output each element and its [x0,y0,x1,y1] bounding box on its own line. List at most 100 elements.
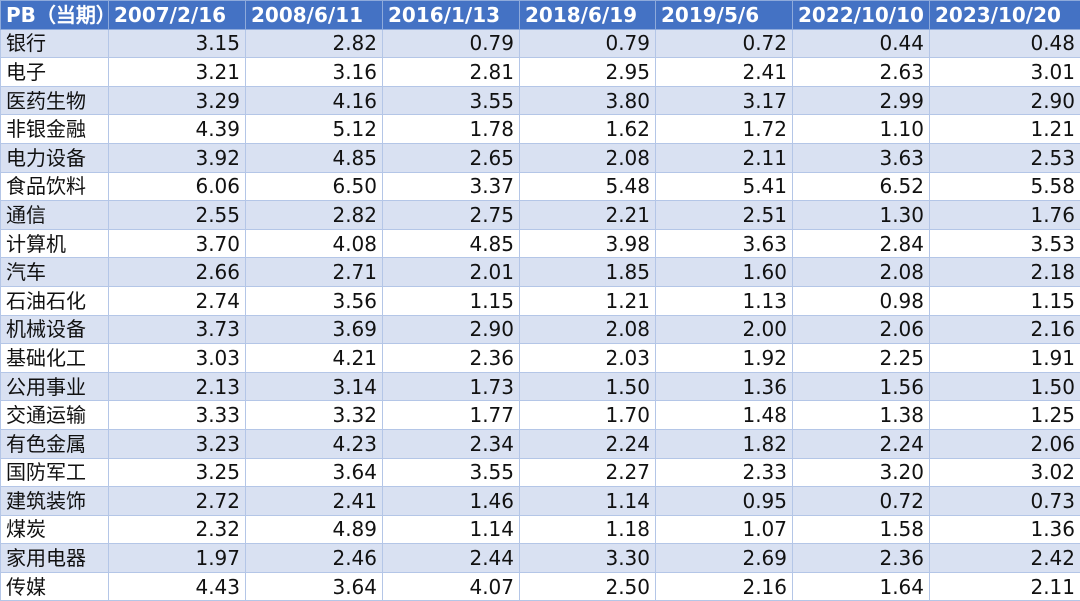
pb-value: 2.63 [792,57,930,87]
pb-value: 3.14 [245,371,383,402]
pb-value: 3.16 [245,57,383,87]
pb-value: 6.06 [108,171,246,202]
pb-value: 0.72 [792,486,930,516]
sector-name: 煤炭 [0,514,109,545]
pb-value: 2.95 [519,57,656,87]
sector-name: 建筑装饰 [0,486,109,516]
table-row: 机械设备 3.73 3.69 2.90 2.08 2.00 2.06 2.16 [0,314,1080,345]
pb-value: 4.89 [245,514,383,545]
pb-value: 2.41 [245,486,383,516]
pb-value: 3.01 [929,57,1080,87]
pb-value: 1.14 [519,486,656,516]
pb-value: 1.14 [382,514,520,545]
sector-name: 交通运输 [0,400,109,430]
pb-value: 2.08 [792,257,930,287]
pb-value: 1.92 [655,343,793,373]
pb-value: 4.85 [245,142,383,173]
pb-value: 2.50 [519,571,656,601]
pb-value: 1.64 [792,571,930,601]
pb-value: 1.78 [382,114,520,144]
pb-value: 3.37 [382,171,520,202]
sector-name: 非银金融 [0,114,109,144]
table-row: 有色金属 3.23 4.23 2.34 2.24 1.82 2.24 2.06 [0,428,1080,459]
pb-value: 4.07 [382,571,520,601]
pb-value: 5.41 [655,171,793,202]
pb-value: 2.27 [519,457,656,488]
header-cell: PB（当期） [0,0,109,30]
pb-value: 4.85 [382,228,520,259]
pb-value: 2.11 [655,142,793,173]
table-row: 基础化工 3.03 4.21 2.36 2.03 1.92 2.25 1.91 [0,343,1080,373]
pb-value: 3.92 [108,142,246,173]
pb-value: 2.42 [929,543,1080,573]
pb-value: 3.64 [245,457,383,488]
pb-value: 1.46 [382,486,520,516]
pb-value: 3.25 [108,457,246,488]
pb-value: 1.10 [792,114,930,144]
pb-value: 1.76 [929,200,1080,230]
pb-value: 1.91 [929,343,1080,373]
pb-value: 1.15 [382,285,520,316]
pb-value: 2.16 [929,314,1080,345]
pb-value: 5.48 [519,171,656,202]
pb-value: 2.75 [382,200,520,230]
sector-name: 食品饮料 [0,171,109,202]
pb-value: 2.34 [382,428,520,459]
pb-value: 3.69 [245,314,383,345]
pb-value: 4.39 [108,114,246,144]
pb-value: 2.69 [655,543,793,573]
pb-value: 3.70 [108,228,246,259]
sector-name: 机械设备 [0,314,109,345]
pb-value: 2.08 [519,142,656,173]
pb-value: 2.06 [792,314,930,345]
pb-value: 2.21 [519,200,656,230]
pb-value: 1.36 [655,371,793,402]
sector-name: 基础化工 [0,343,109,373]
pb-value: 2.32 [108,514,246,545]
pb-value: 3.55 [382,457,520,488]
pb-value: 3.32 [245,400,383,430]
pb-value: 3.29 [108,85,246,116]
table-row: 建筑装饰 2.72 2.41 1.46 1.14 0.95 0.72 0.73 [0,486,1080,516]
pb-value: 1.25 [929,400,1080,430]
header-cell: 2008/6/11 [245,0,383,30]
pb-value: 2.11 [929,571,1080,601]
pb-value: 2.24 [519,428,656,459]
pb-value: 2.18 [929,257,1080,287]
pb-value: 3.73 [108,314,246,345]
pb-value: 1.85 [519,257,656,287]
table-row: 非银金融 4.39 5.12 1.78 1.62 1.72 1.10 1.21 [0,114,1080,144]
pb-value: 2.06 [929,428,1080,459]
pb-value: 3.03 [108,343,246,373]
pb-value: 2.41 [655,57,793,87]
pb-value: 2.82 [245,28,383,59]
pb-value: 1.36 [929,514,1080,545]
sector-name: 通信 [0,200,109,230]
pb-value: 1.56 [792,371,930,402]
header-cell: 2007/2/16 [108,0,246,30]
table-row: 煤炭 2.32 4.89 1.14 1.18 1.07 1.58 1.36 [0,514,1080,545]
pb-value: 2.44 [382,543,520,573]
pb-value: 5.58 [929,171,1080,202]
pb-value: 2.51 [655,200,793,230]
pb-value: 2.90 [929,85,1080,116]
pb-value: 1.38 [792,400,930,430]
table-row: 国防军工 3.25 3.64 3.55 2.27 2.33 3.20 3.02 [0,457,1080,488]
pb-value: 6.52 [792,171,930,202]
table-row: 交通运输 3.33 3.32 1.77 1.70 1.48 1.38 1.25 [0,400,1080,430]
header-cell: 2018/6/19 [519,0,656,30]
sector-name: 国防军工 [0,457,109,488]
header-cell: 2023/10/20 [929,0,1080,30]
pb-value: 0.79 [519,28,656,59]
pb-value: 0.48 [929,28,1080,59]
pb-value: 2.84 [792,228,930,259]
pb-value: 4.23 [245,428,383,459]
pb-value: 1.13 [655,285,793,316]
pb-value: 1.50 [519,371,656,402]
sector-name: 医药生物 [0,85,109,116]
table-row: 传媒 4.43 3.64 4.07 2.50 2.16 1.64 2.11 [0,571,1080,601]
pb-value: 2.01 [382,257,520,287]
pb-value: 2.81 [382,57,520,87]
pb-value: 0.44 [792,28,930,59]
